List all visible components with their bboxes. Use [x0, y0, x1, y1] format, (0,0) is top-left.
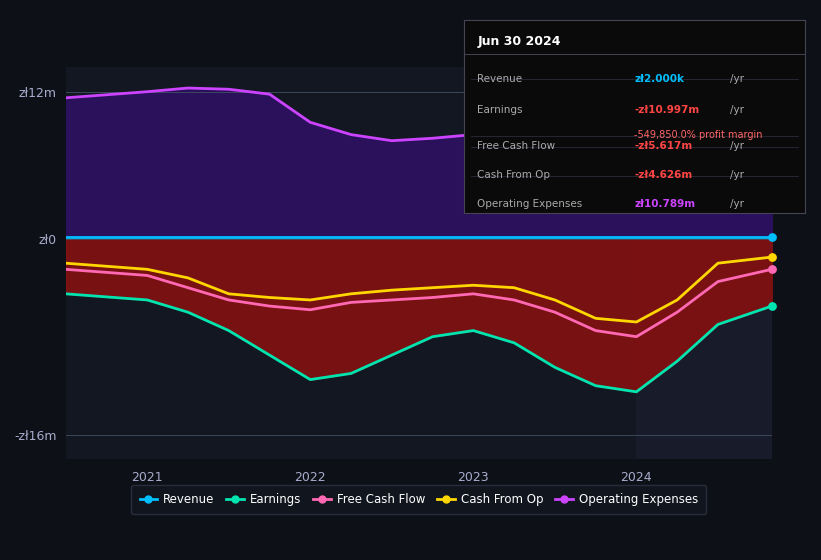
Text: /yr: /yr — [730, 170, 744, 180]
Text: zł2.000k: zł2.000k — [635, 74, 684, 83]
Text: -zł10.997m: -zł10.997m — [635, 105, 699, 115]
Text: /yr: /yr — [730, 141, 744, 151]
Legend: Revenue, Earnings, Free Cash Flow, Cash From Op, Operating Expenses: Revenue, Earnings, Free Cash Flow, Cash … — [131, 484, 706, 514]
Text: /yr: /yr — [730, 199, 744, 209]
Text: Cash From Op: Cash From Op — [478, 170, 551, 180]
Text: zł10.789m: zł10.789m — [635, 199, 695, 209]
Text: Earnings: Earnings — [478, 105, 523, 115]
Point — [765, 87, 778, 96]
Text: -zł5.617m: -zł5.617m — [635, 141, 692, 151]
Text: -549,850.0% profit margin: -549,850.0% profit margin — [635, 130, 763, 140]
Text: /yr: /yr — [730, 105, 744, 115]
Text: Jun 30 2024: Jun 30 2024 — [478, 35, 561, 48]
Point — [765, 253, 778, 262]
Text: Revenue: Revenue — [478, 74, 523, 83]
Text: Free Cash Flow: Free Cash Flow — [478, 141, 556, 151]
Point — [765, 233, 778, 242]
Bar — [636, 67, 772, 459]
Point — [765, 265, 778, 274]
Text: /yr: /yr — [730, 74, 744, 83]
Text: -zł4.626m: -zł4.626m — [635, 170, 692, 180]
Point — [765, 302, 778, 311]
Text: Operating Expenses: Operating Expenses — [478, 199, 583, 209]
